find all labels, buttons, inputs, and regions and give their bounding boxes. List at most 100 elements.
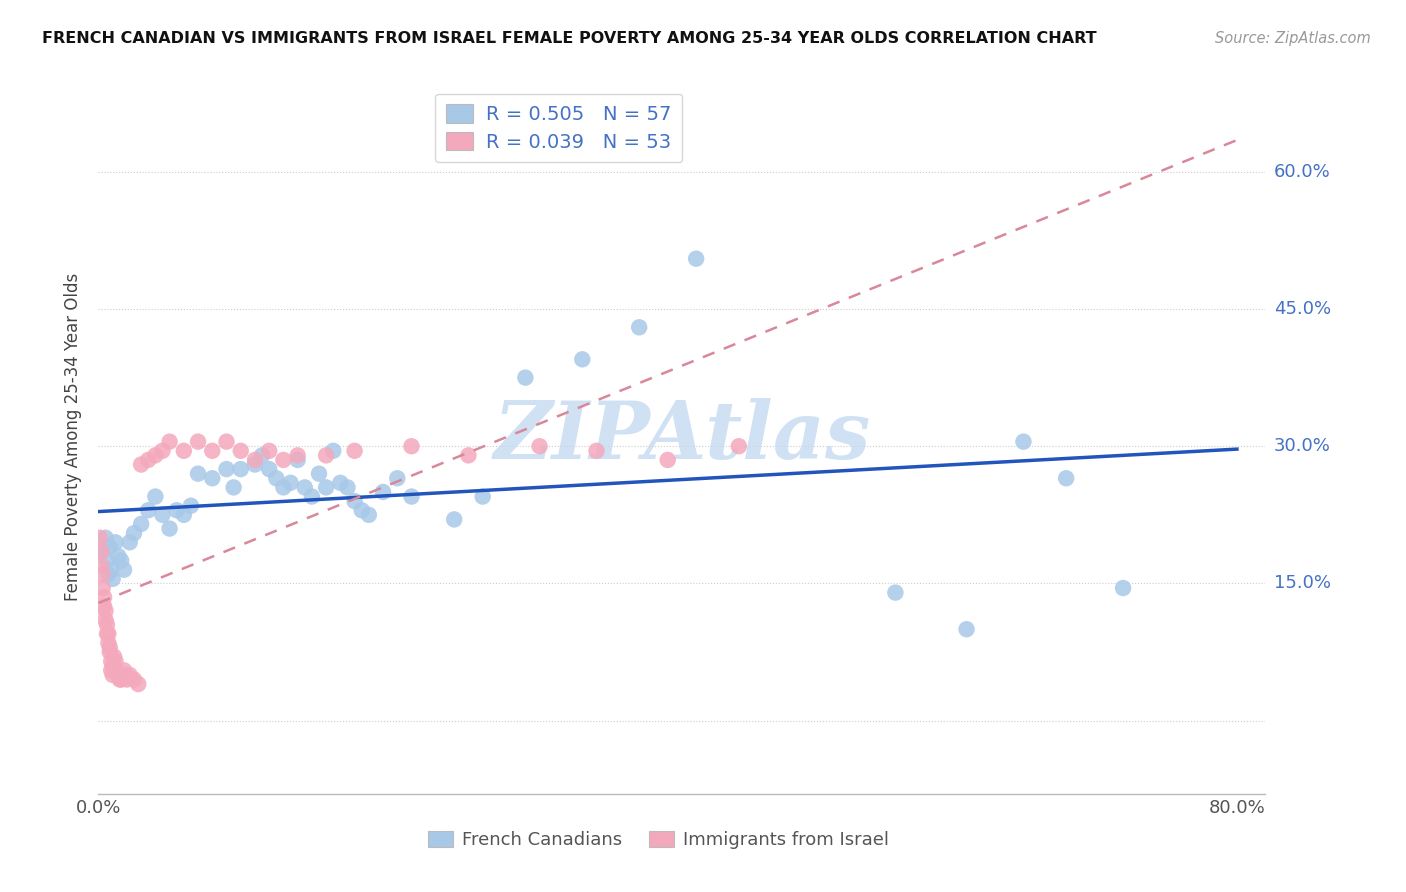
- Point: [159, 434, 181, 449]
- Point: [685, 252, 707, 266]
- Point: [884, 585, 907, 599]
- Point: [215, 462, 238, 476]
- Point: [107, 668, 129, 682]
- Point: [301, 490, 323, 504]
- Point: [129, 458, 152, 472]
- Point: [100, 664, 122, 678]
- Text: 30.0%: 30.0%: [1274, 437, 1330, 455]
- Point: [108, 673, 131, 687]
- Point: [101, 572, 124, 586]
- Point: [173, 508, 195, 522]
- Point: [110, 673, 132, 687]
- Point: [94, 613, 117, 627]
- Point: [727, 439, 749, 453]
- Point: [159, 522, 181, 536]
- Point: [308, 467, 330, 481]
- Point: [100, 563, 122, 577]
- Point: [122, 526, 145, 541]
- Point: [166, 503, 188, 517]
- Point: [98, 640, 121, 655]
- Point: [287, 453, 309, 467]
- Point: [91, 581, 114, 595]
- Point: [585, 443, 607, 458]
- Point: [100, 654, 122, 668]
- Point: [152, 443, 174, 458]
- Point: [136, 503, 159, 517]
- Point: [257, 462, 280, 476]
- Point: [97, 627, 120, 641]
- Point: [280, 475, 302, 490]
- Point: [96, 617, 118, 632]
- Point: [118, 535, 141, 549]
- Point: [112, 664, 135, 678]
- Point: [101, 658, 124, 673]
- Point: [115, 673, 138, 687]
- Point: [94, 531, 117, 545]
- Point: [229, 443, 252, 458]
- Y-axis label: Female Poverty Among 25-34 Year Olds: Female Poverty Among 25-34 Year Olds: [65, 273, 83, 601]
- Text: 60.0%: 60.0%: [1274, 162, 1330, 181]
- Point: [250, 449, 273, 463]
- Point: [315, 449, 337, 463]
- Point: [229, 462, 252, 476]
- Point: [243, 453, 266, 467]
- Point: [91, 567, 114, 582]
- Point: [266, 471, 288, 485]
- Point: [443, 512, 465, 526]
- Point: [401, 490, 423, 504]
- Point: [187, 467, 209, 481]
- Point: [90, 544, 112, 558]
- Point: [1054, 471, 1077, 485]
- Text: Source: ZipAtlas.com: Source: ZipAtlas.com: [1215, 31, 1371, 46]
- Point: [387, 471, 409, 485]
- Point: [457, 449, 479, 463]
- Point: [91, 544, 114, 558]
- Point: [287, 449, 309, 463]
- Point: [136, 453, 159, 467]
- Point: [110, 553, 132, 567]
- Point: [294, 480, 316, 494]
- Legend: French Canadians, Immigrants from Israel: French Canadians, Immigrants from Israel: [420, 823, 897, 856]
- Point: [105, 664, 128, 678]
- Point: [127, 677, 149, 691]
- Point: [273, 453, 295, 467]
- Point: [201, 443, 224, 458]
- Point: [107, 549, 129, 563]
- Point: [94, 604, 117, 618]
- Point: [97, 567, 120, 582]
- Point: [101, 668, 124, 682]
- Point: [329, 475, 352, 490]
- Point: [98, 645, 121, 659]
- Point: [1112, 581, 1135, 595]
- Text: 15.0%: 15.0%: [1274, 574, 1330, 592]
- Point: [143, 449, 166, 463]
- Point: [343, 443, 366, 458]
- Point: [97, 636, 120, 650]
- Point: [104, 654, 127, 668]
- Text: ZIPAtlas: ZIPAtlas: [494, 399, 870, 475]
- Point: [350, 503, 373, 517]
- Point: [515, 370, 537, 384]
- Point: [112, 563, 135, 577]
- Point: [657, 453, 679, 467]
- Point: [628, 320, 651, 334]
- Point: [98, 540, 121, 554]
- Point: [471, 490, 494, 504]
- Point: [93, 590, 115, 604]
- Point: [93, 599, 115, 614]
- Point: [1012, 434, 1035, 449]
- Point: [371, 485, 394, 500]
- Point: [89, 531, 111, 545]
- Point: [955, 622, 977, 636]
- Text: 45.0%: 45.0%: [1274, 300, 1331, 318]
- Point: [118, 668, 141, 682]
- Point: [129, 516, 152, 531]
- Point: [103, 649, 125, 664]
- Point: [173, 443, 195, 458]
- Point: [571, 352, 593, 367]
- Point: [96, 627, 118, 641]
- Point: [315, 480, 337, 494]
- Point: [336, 480, 359, 494]
- Point: [96, 553, 118, 567]
- Point: [257, 443, 280, 458]
